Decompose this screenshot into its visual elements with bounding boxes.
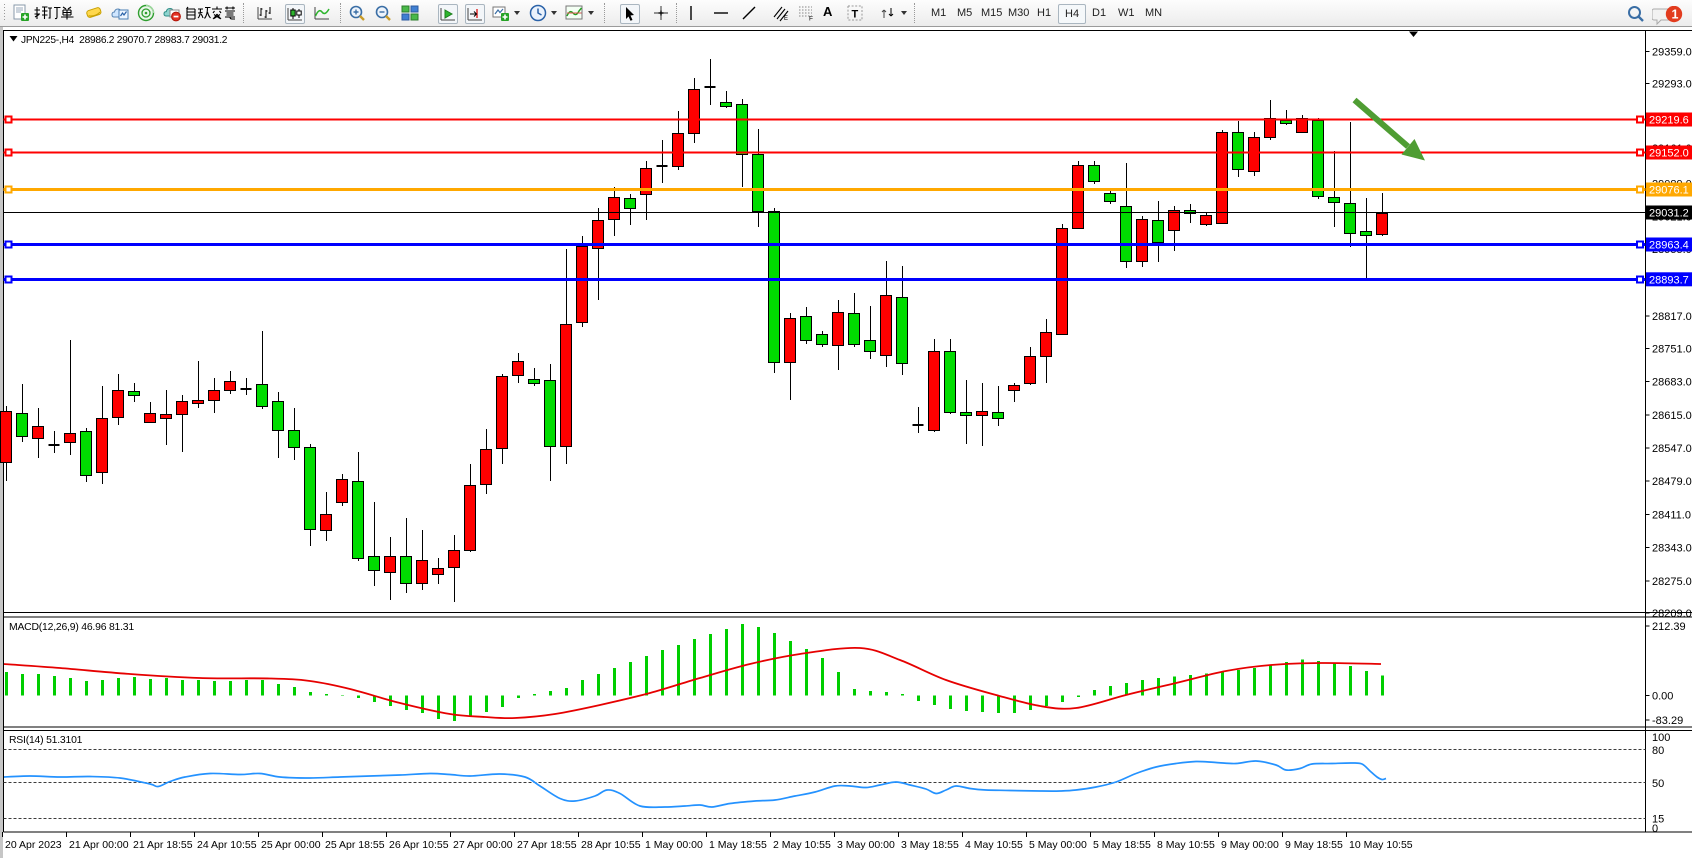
svg-text:28615.0: 28615.0 xyxy=(1652,410,1692,422)
svg-text:29031.2: 29031.2 xyxy=(1649,208,1689,220)
svg-text:5 May 18:55: 5 May 18:55 xyxy=(1093,839,1151,851)
svg-text:29359.0: 29359.0 xyxy=(1652,46,1692,58)
svg-text:25 Apr 18:55: 25 Apr 18:55 xyxy=(325,839,385,851)
svg-text:3 May 18:55: 3 May 18:55 xyxy=(901,839,959,851)
svg-text:JPN225-,H4 28986.2 29070.7 28: JPN225-,H4 28986.2 29070.7 28983.7 29031… xyxy=(21,35,228,46)
svg-text:28343.0: 28343.0 xyxy=(1652,543,1692,555)
svg-text:28547.0: 28547.0 xyxy=(1652,443,1692,455)
svg-text:28751.0: 28751.0 xyxy=(1652,343,1692,355)
svg-text:F: F xyxy=(809,16,813,23)
svg-text:26 Apr 10:55: 26 Apr 10:55 xyxy=(389,839,449,851)
svg-text:3 May 00:00: 3 May 00:00 xyxy=(837,839,895,851)
svg-text:2 May 10:55: 2 May 10:55 xyxy=(773,839,831,851)
svg-text:9 May 00:00: 9 May 00:00 xyxy=(1221,839,1279,851)
svg-text:E: E xyxy=(784,16,788,22)
svg-text:212.39: 212.39 xyxy=(1652,621,1686,633)
svg-text:-83.29: -83.29 xyxy=(1652,715,1683,727)
svg-text:24 Apr 10:55: 24 Apr 10:55 xyxy=(197,839,257,851)
svg-text:5 May 00:00: 5 May 00:00 xyxy=(1029,839,1087,851)
svg-text:1 May 00:00: 1 May 00:00 xyxy=(645,839,703,851)
svg-text:21 Apr 00:00: 21 Apr 00:00 xyxy=(69,839,129,851)
svg-text:MACD(12,26,9) 46.96 81.31: MACD(12,26,9) 46.96 81.31 xyxy=(9,622,134,633)
svg-text:27 Apr 18:55: 27 Apr 18:55 xyxy=(517,839,577,851)
svg-text:RSI(14) 51.3101: RSI(14) 51.3101 xyxy=(9,735,83,746)
svg-text:28209.0: 28209.0 xyxy=(1652,608,1692,620)
svg-text:28893.7: 28893.7 xyxy=(1649,274,1689,286)
svg-text:8 May 10:55: 8 May 10:55 xyxy=(1157,839,1215,851)
svg-text:1 May 18:55: 1 May 18:55 xyxy=(709,839,767,851)
svg-text:28963.4: 28963.4 xyxy=(1649,240,1689,252)
svg-text:0: 0 xyxy=(1652,823,1658,835)
svg-text:T: T xyxy=(852,9,859,21)
svg-text:28275.0: 28275.0 xyxy=(1652,576,1692,588)
svg-text:29293.0: 29293.0 xyxy=(1652,79,1692,91)
svg-text:4 May 10:55: 4 May 10:55 xyxy=(965,839,1023,851)
svg-text:29152.0: 29152.0 xyxy=(1649,148,1689,160)
svg-text:28683.0: 28683.0 xyxy=(1652,377,1692,389)
svg-text:28 Apr 10:55: 28 Apr 10:55 xyxy=(581,839,641,851)
svg-text:28479.0: 28479.0 xyxy=(1652,476,1692,488)
svg-text:20 Apr 2023: 20 Apr 2023 xyxy=(5,839,62,851)
svg-text:0.00: 0.00 xyxy=(1652,691,1673,703)
svg-text:9 May 18:55: 9 May 18:55 xyxy=(1285,839,1343,851)
svg-text:50: 50 xyxy=(1652,778,1664,790)
svg-text:29076.1: 29076.1 xyxy=(1649,185,1689,197)
svg-text:27 Apr 00:00: 27 Apr 00:00 xyxy=(453,839,513,851)
svg-text:25 Apr 00:00: 25 Apr 00:00 xyxy=(261,839,321,851)
svg-text:1: 1 xyxy=(1672,8,1679,22)
svg-text:28411.0: 28411.0 xyxy=(1652,509,1691,521)
svg-text:15: 15 xyxy=(1652,814,1664,826)
svg-text:100: 100 xyxy=(1652,732,1670,744)
svg-text:10 May 10:55: 10 May 10:55 xyxy=(1349,839,1413,851)
svg-text:28817.0: 28817.0 xyxy=(1652,311,1692,323)
svg-text:80: 80 xyxy=(1652,745,1664,757)
svg-text:29219.6: 29219.6 xyxy=(1649,115,1689,127)
svg-text:21 Apr 18:55: 21 Apr 18:55 xyxy=(133,839,193,851)
